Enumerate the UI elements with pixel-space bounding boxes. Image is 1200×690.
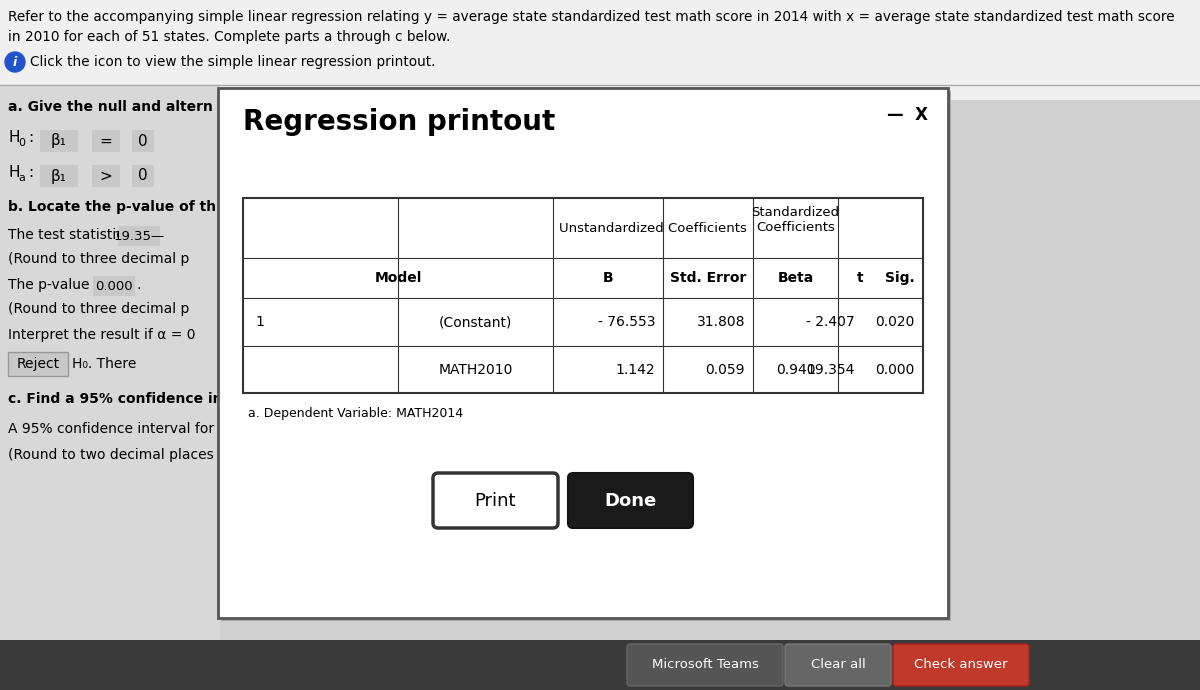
Text: Standardized
Coefficients: Standardized Coefficients [751, 206, 840, 234]
Text: >: > [100, 168, 113, 184]
Text: Refer to the accompanying simple linear regression relating y = average state st: Refer to the accompanying simple linear … [8, 10, 1175, 24]
FancyBboxPatch shape [628, 644, 784, 686]
Text: 0: 0 [138, 168, 148, 184]
Text: Unstandardized Coefficients: Unstandardized Coefficients [559, 221, 746, 235]
Bar [221, 91, 952, 621]
Text: c. Find a 95% confidence interval for the slope, β₁. Interpret the result.: c. Find a 95% confidence interval for th… [8, 392, 568, 406]
Text: 31.808: 31.808 [696, 315, 745, 329]
Text: Regression printout: Regression printout [242, 108, 556, 136]
Text: .: . [137, 278, 142, 292]
Bar [0, 85, 220, 640]
Text: t: t [857, 271, 864, 285]
Text: :: : [28, 130, 34, 145]
Text: =: = [100, 133, 113, 148]
Text: β₁: β₁ [52, 133, 67, 148]
FancyBboxPatch shape [568, 473, 694, 528]
Text: 0: 0 [138, 133, 148, 148]
Text: 1: 1 [256, 315, 264, 329]
Bar [92, 165, 120, 187]
Text: 0.000: 0.000 [95, 279, 133, 293]
Text: :: : [28, 165, 34, 180]
Text: —  X: — X [887, 106, 928, 124]
Text: a. Give the null and altern: a. Give the null and altern [8, 100, 212, 114]
Text: H₀. There: H₀. There [72, 357, 137, 371]
Text: ,: , [310, 421, 313, 435]
Text: The test statistic is: The test statistic is [8, 228, 144, 242]
Text: b. Locate the p-value of th: b. Locate the p-value of th [8, 200, 216, 214]
Bar [0, 0, 1200, 100]
Text: - 2.407: - 2.407 [806, 315, 854, 329]
Bar [218, 88, 948, 618]
Text: (Constant): (Constant) [439, 315, 512, 329]
Text: Interpret the result if α = 0: Interpret the result if α = 0 [8, 328, 196, 342]
Text: (Round to two decimal places as needed.): (Round to two decimal places as needed.) [8, 448, 300, 462]
Text: B: B [602, 271, 613, 285]
Bar [132, 130, 154, 152]
Text: Clear all: Clear all [811, 658, 865, 671]
Text: 19.35—: 19.35— [113, 230, 164, 242]
Text: Print: Print [475, 491, 516, 509]
Bar [92, 130, 120, 152]
Text: H: H [8, 130, 19, 145]
Text: 1.142: 1.142 [616, 362, 655, 377]
Text: Microsoft Teams: Microsoft Teams [652, 658, 758, 671]
Text: 19.354: 19.354 [806, 362, 854, 377]
Bar [118, 226, 160, 246]
Text: Std. Error: Std. Error [670, 271, 746, 285]
Text: ).: ). [343, 421, 353, 435]
Text: 0.020: 0.020 [876, 315, 916, 329]
Text: (Round to three decimal p: (Round to three decimal p [8, 252, 190, 266]
Bar [40, 165, 78, 187]
Text: - 76.553: - 76.553 [598, 315, 655, 329]
Circle shape [5, 52, 25, 72]
Text: 0: 0 [18, 138, 25, 148]
Text: Click the icon to view the simple linear regression printout.: Click the icon to view the simple linear… [30, 55, 436, 69]
Bar [132, 165, 154, 187]
Bar [314, 420, 341, 440]
Text: Reject: Reject [17, 357, 60, 371]
Text: 0.000: 0.000 [876, 362, 916, 377]
Text: 0.940: 0.940 [775, 362, 815, 377]
Text: in 2010 for each of 51 states. Complete parts a through c below.: in 2010 for each of 51 states. Complete … [8, 30, 450, 44]
Bar [242, 198, 923, 393]
Text: i: i [13, 55, 17, 68]
Text: (Round to three decimal p: (Round to three decimal p [8, 302, 190, 316]
Text: β₁: β₁ [52, 168, 67, 184]
Text: Check answer: Check answer [914, 658, 1008, 671]
Bar [8, 352, 68, 376]
Text: Sig.: Sig. [886, 271, 916, 285]
Text: a: a [18, 173, 25, 183]
Text: Beta: Beta [778, 271, 814, 285]
Text: 0.059: 0.059 [706, 362, 745, 377]
Text: Model: Model [374, 271, 421, 285]
Bar [283, 420, 310, 440]
Text: MATH2010: MATH2010 [438, 362, 512, 377]
Bar [94, 276, 134, 296]
FancyBboxPatch shape [433, 473, 558, 528]
Text: A 95% confidence interval for the slope is (: A 95% confidence interval for the slope … [8, 422, 307, 436]
FancyBboxPatch shape [785, 644, 890, 686]
Bar [0, 640, 1200, 690]
Text: The p-value is: The p-value is [8, 278, 109, 292]
Text: H: H [8, 165, 19, 180]
Bar [40, 130, 78, 152]
Text: a. Dependent Variable: MATH2014: a. Dependent Variable: MATH2014 [248, 407, 463, 420]
FancyBboxPatch shape [893, 644, 1030, 686]
Text: Done: Done [605, 491, 656, 509]
